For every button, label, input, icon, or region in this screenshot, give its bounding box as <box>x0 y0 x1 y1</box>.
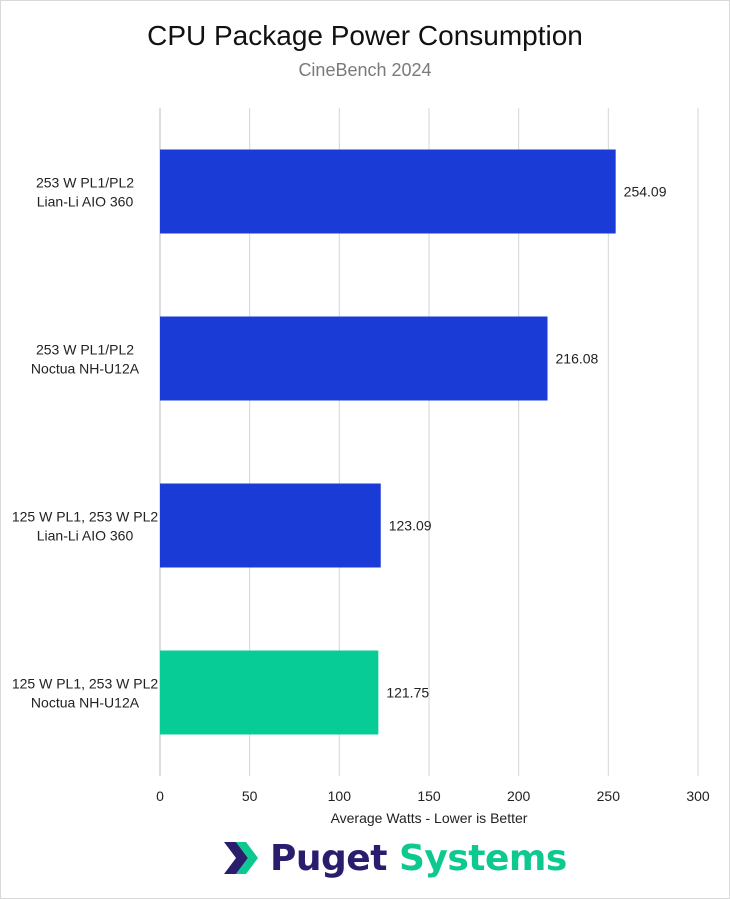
x-axis-title: Average Watts - Lower is Better <box>331 810 528 826</box>
chart-subtitle: CineBench 2024 <box>298 60 432 80</box>
x-tick-label: 0 <box>156 788 164 804</box>
category-label: 125 W PL1, 253 W PL2 Lian-Li AIO 360 <box>12 509 159 544</box>
x-tick-label: 250 <box>597 788 621 804</box>
bar <box>160 483 381 568</box>
x-tick-label: 200 <box>507 788 531 804</box>
bar <box>160 316 548 401</box>
logo-word-systems: Systems <box>398 837 567 879</box>
x-tick-label: 50 <box>242 788 258 804</box>
category-labels: 253 W PL1/PL2 Lian-Li AIO 360 253 W PL1/PL… <box>12 175 159 711</box>
bars <box>160 149 616 735</box>
chart-title: CPU Package Power Consumption <box>147 20 583 51</box>
puget-chevron-logo-icon <box>224 842 258 874</box>
value-label: 216.08 <box>556 351 599 367</box>
value-label: 121.75 <box>386 685 429 701</box>
category-label: 253 W PL1/PL2 Lian-Li AIO 360 <box>36 175 134 210</box>
value-label: 254.09 <box>624 184 667 200</box>
logo-word-puget: Puget <box>270 837 387 879</box>
x-tick-labels: 0 50 100 150 200 250 300 <box>156 788 710 804</box>
value-labels: 254.09 216.08 123.09 121.75 <box>386 184 666 701</box>
x-tick-label: 100 <box>328 788 352 804</box>
bar <box>160 149 616 234</box>
puget-systems-logo: Puget Systems <box>222 836 567 880</box>
category-label: 253 W PL1/PL2 Noctua NH-U12A <box>31 342 140 377</box>
x-tick-label: 150 <box>417 788 441 804</box>
bar <box>160 650 379 735</box>
category-label: 125 W PL1, 253 W PL2 Noctua NH-U12A <box>12 676 159 711</box>
value-label: 123.09 <box>389 518 432 534</box>
x-tick-label: 300 <box>686 788 710 804</box>
